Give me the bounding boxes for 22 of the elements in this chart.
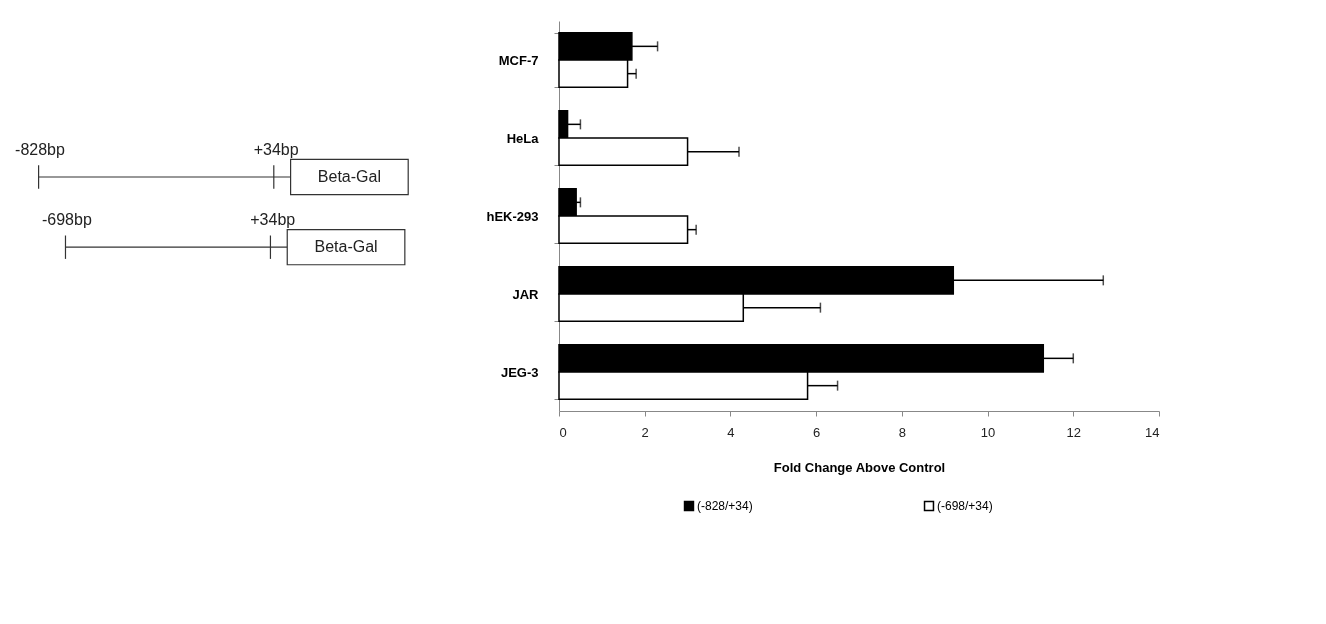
x-tick-label: 6: [813, 424, 821, 440]
x-tick-label: 4: [727, 424, 735, 440]
x-tick-label: 8: [898, 424, 906, 440]
x-axis-title: Fold Change Above Control: [773, 459, 946, 475]
x-tick-label: 10: [980, 424, 996, 440]
legend-label: (-698/+34): [937, 499, 993, 513]
y-tick-label: JEG-3: [500, 364, 539, 380]
text: -698bp: [41, 210, 92, 228]
x-tick-label: 14: [1145, 424, 1160, 440]
x-tick-label: 0: [559, 424, 567, 440]
y-tick-label: MCF-7: [498, 52, 539, 68]
x-tick-label: 12: [1066, 424, 1082, 440]
text: +34bp: [253, 140, 299, 158]
y-tick-label: JAR: [512, 286, 540, 302]
text: Beta-Gal: [317, 168, 381, 185]
x-tick-label: 2: [641, 424, 649, 440]
text: -828bp: [15, 140, 65, 158]
text: Beta-Gal: [314, 238, 378, 256]
y-tick-label: HeLa: [506, 130, 540, 146]
text: +34bp: [250, 210, 296, 228]
y-tick-label: hEK-293: [486, 208, 539, 224]
legend-label: (-828/+34): [697, 499, 753, 513]
